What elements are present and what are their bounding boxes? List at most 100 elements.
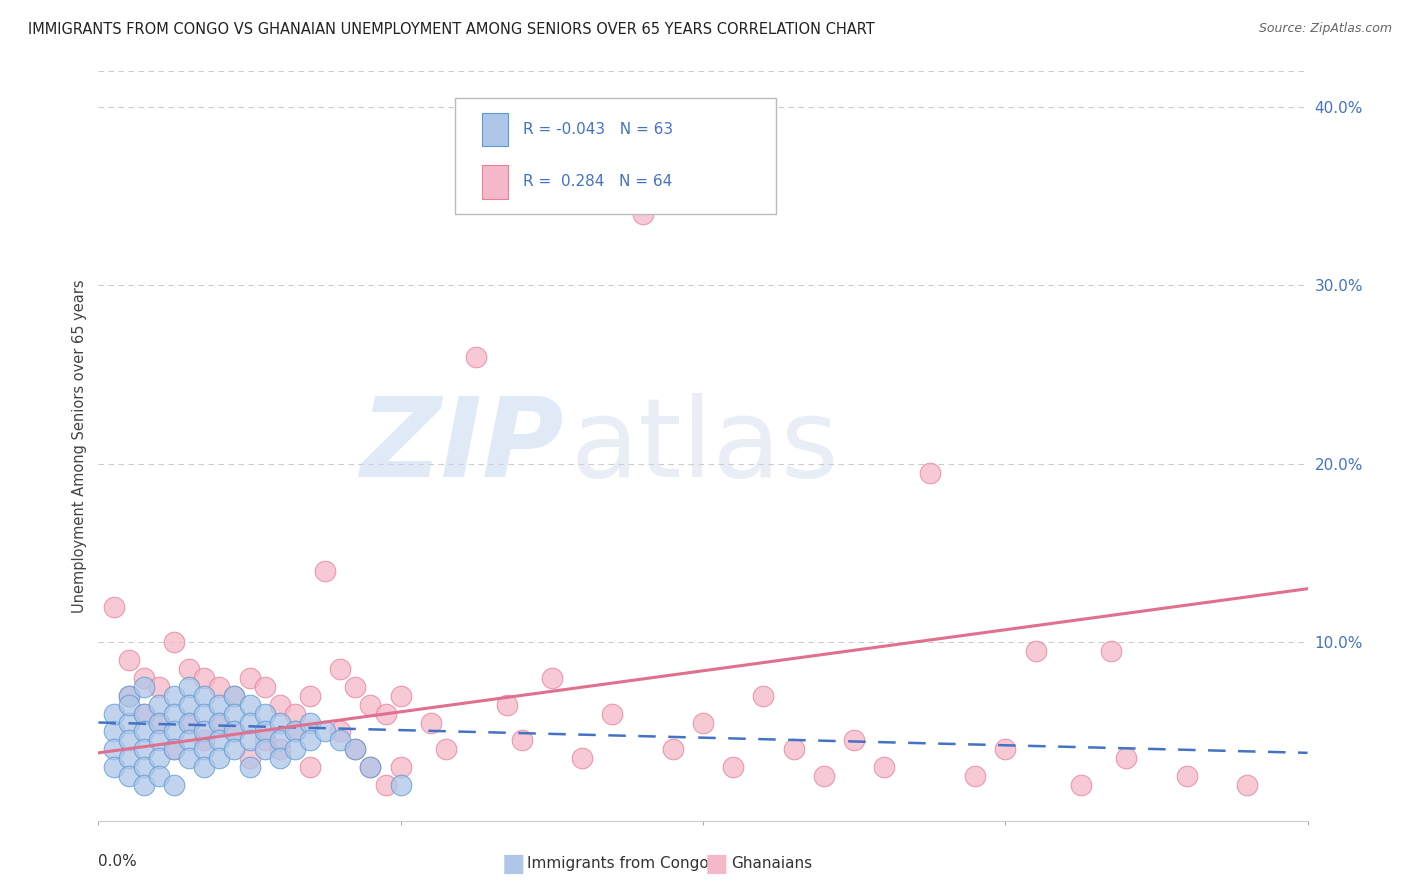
- Point: [389, 760, 412, 774]
- Point: [239, 715, 262, 730]
- Point: [148, 698, 170, 712]
- Point: [873, 760, 896, 774]
- Text: R =  0.284   N = 64: R = 0.284 N = 64: [523, 174, 672, 189]
- Point: [208, 751, 231, 765]
- Point: [118, 689, 141, 703]
- FancyBboxPatch shape: [482, 112, 509, 146]
- Point: [148, 769, 170, 783]
- Point: [224, 689, 246, 703]
- Point: [965, 769, 987, 783]
- Point: [631, 207, 654, 221]
- Point: [132, 742, 155, 756]
- Point: [132, 724, 155, 739]
- Point: [193, 689, 215, 703]
- Point: [118, 715, 141, 730]
- Point: [208, 715, 231, 730]
- Text: Ghanaians: Ghanaians: [731, 856, 813, 871]
- Text: Immigrants from Congo: Immigrants from Congo: [527, 856, 709, 871]
- Point: [103, 760, 125, 774]
- Point: [103, 706, 125, 721]
- Point: [224, 706, 246, 721]
- Point: [329, 733, 352, 747]
- Point: [284, 742, 307, 756]
- Point: [269, 715, 291, 730]
- Point: [148, 715, 170, 730]
- Text: Source: ZipAtlas.com: Source: ZipAtlas.com: [1258, 22, 1392, 36]
- Point: [103, 724, 125, 739]
- Point: [571, 751, 593, 765]
- Point: [783, 742, 806, 756]
- Point: [1175, 769, 1198, 783]
- Point: [224, 742, 246, 756]
- Point: [269, 742, 291, 756]
- Point: [148, 751, 170, 765]
- Point: [284, 724, 307, 739]
- Point: [253, 680, 276, 694]
- Point: [360, 698, 382, 712]
- Point: [163, 689, 186, 703]
- FancyBboxPatch shape: [482, 165, 509, 199]
- Y-axis label: Unemployment Among Seniors over 65 years: Unemployment Among Seniors over 65 years: [72, 279, 87, 613]
- Point: [179, 698, 201, 712]
- Point: [1236, 778, 1258, 792]
- Point: [179, 733, 201, 747]
- Point: [103, 742, 125, 756]
- Point: [132, 760, 155, 774]
- Point: [208, 698, 231, 712]
- Point: [389, 689, 412, 703]
- Point: [344, 742, 367, 756]
- Point: [420, 715, 443, 730]
- Point: [299, 733, 322, 747]
- Point: [118, 751, 141, 765]
- Point: [314, 724, 336, 739]
- Point: [495, 698, 517, 712]
- Point: [344, 742, 367, 756]
- Text: ZIP: ZIP: [360, 392, 564, 500]
- Point: [1070, 778, 1092, 792]
- Point: [193, 733, 215, 747]
- Point: [661, 742, 683, 756]
- Point: [208, 680, 231, 694]
- Text: ■: ■: [706, 852, 728, 875]
- Point: [148, 733, 170, 747]
- Point: [284, 724, 307, 739]
- Point: [253, 742, 276, 756]
- Point: [239, 698, 262, 712]
- Point: [434, 742, 457, 756]
- Point: [360, 760, 382, 774]
- Point: [148, 715, 170, 730]
- Point: [299, 760, 322, 774]
- Point: [269, 733, 291, 747]
- Point: [918, 466, 941, 480]
- Point: [692, 715, 714, 730]
- Point: [118, 689, 141, 703]
- Point: [163, 724, 186, 739]
- Point: [118, 698, 141, 712]
- Point: [208, 715, 231, 730]
- Point: [132, 680, 155, 694]
- Point: [179, 715, 201, 730]
- Point: [813, 769, 835, 783]
- Point: [299, 689, 322, 703]
- Point: [239, 751, 262, 765]
- Point: [374, 706, 396, 721]
- Point: [224, 724, 246, 739]
- Point: [132, 706, 155, 721]
- Point: [239, 760, 262, 774]
- Point: [224, 689, 246, 703]
- Point: [540, 671, 562, 685]
- Point: [994, 742, 1017, 756]
- Point: [193, 671, 215, 685]
- Point: [179, 715, 201, 730]
- Text: 0.0%: 0.0%: [98, 855, 138, 870]
- Text: atlas: atlas: [569, 392, 838, 500]
- Point: [344, 680, 367, 694]
- Point: [163, 635, 186, 649]
- Point: [1115, 751, 1137, 765]
- Point: [465, 350, 488, 364]
- Point: [510, 733, 533, 747]
- Point: [163, 778, 186, 792]
- Point: [329, 662, 352, 676]
- Point: [269, 698, 291, 712]
- Point: [193, 742, 215, 756]
